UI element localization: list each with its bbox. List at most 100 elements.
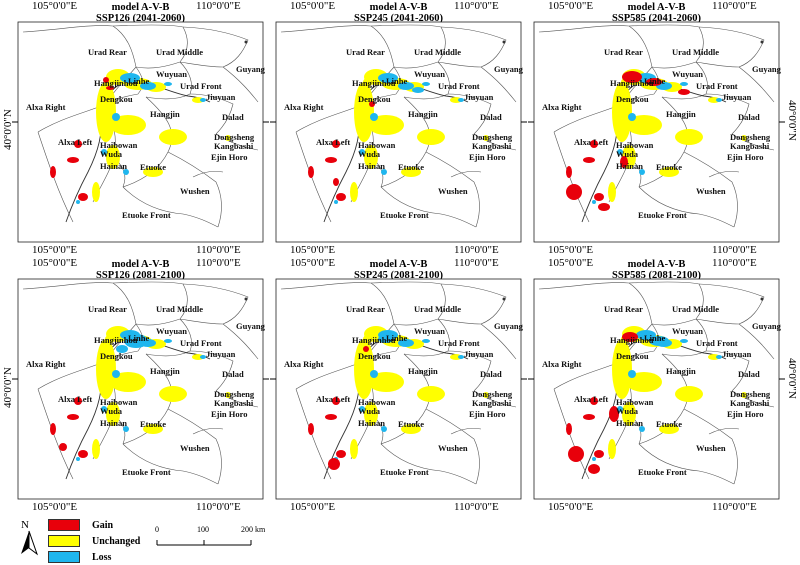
county-boundary [122,96,173,188]
place-label-urad-front: Urad Front [438,338,480,348]
loss-area [120,73,140,83]
lon-label-top: 105°0'0"E [548,257,594,269]
place-label-alxa-left: Alxa Left [58,137,92,147]
place-label-dongsheng: Dongsheng [472,389,513,399]
gain-area [646,78,662,86]
unchanged-area [350,182,358,202]
loss-area [422,339,430,343]
lat-label: 40°0'0"N [2,367,14,408]
unchanged-area [225,135,231,141]
loss-area [123,426,129,432]
gain-area [369,101,375,107]
place-label-ejin-horo: Ejin Horo [469,409,505,419]
place-label-wuyuan: Wuyuan [672,326,703,336]
unchanged-area [363,78,373,86]
county-boundary [437,26,507,68]
place-label-jiuyuan: Jiuyuan [722,349,752,359]
place-label-jiuyuan: Jiuyuan [722,92,752,102]
place-label-etuoke: Etuoke [656,162,682,172]
place-label-wuyuan: Wuyuan [156,69,187,79]
gain-area [678,89,690,95]
unchanged-area [92,182,100,202]
scale-label-100: 100 [197,525,209,534]
place-label-alxa-right: Alxa Right [284,359,324,369]
place-label-wuda: Wuda [616,149,639,159]
panel-scenario: SSP585 (2041-2060) [612,13,701,24]
lon-label-bottom: 110°0'0"E [454,501,499,513]
panel-model: model A-V-B [369,259,428,270]
place-label-alxa-left: Alxa Left [316,137,350,147]
place-label-guyang: Guyang [494,321,524,331]
loss-area [458,98,464,102]
map-panel-1: model A-V-B SSP126 (2041-2060) Urad Rear… [12,0,269,258]
county-boundary [473,390,517,408]
loss-area [101,149,107,155]
lon-label-top: 105°0'0"E [290,257,336,269]
county-boundary [538,25,653,133]
panel-model: model A-V-B [111,2,170,13]
county-boundary [380,96,431,188]
loss-area [649,336,669,346]
lon-label-top: 110°0'0"E [196,257,241,269]
unchanged-area [608,439,616,459]
county-boundary [122,186,219,228]
map-svg: Urad Rear Urad Middle Urad Front Guyang Jiuy… [528,21,785,243]
unchanged-area [364,402,378,426]
map-panel-5: model A-V-B SSP245 (2081-2100) Urad Rear… [270,257,527,515]
lat-label: 40°0'0"N [786,358,798,399]
lon-label-top: 105°0'0"E [548,0,594,12]
place-label-urad-middle: Urad Middle [414,47,461,57]
gain-area [336,193,346,201]
gain-area [590,397,598,405]
place-label-urad-front: Urad Front [696,81,738,91]
unchanged-area [96,339,116,399]
unchanged-area [659,424,679,434]
gain-area [566,184,582,200]
county-boundary [122,443,219,485]
place-label-dongsheng: Dongsheng [730,132,771,142]
place-label-dongsheng: Dongsheng [214,132,255,142]
place-label-urad-rear: Urad Rear [88,47,127,57]
panel-model: model A-V-B [111,259,170,270]
place-label-dongsheng: Dongsheng [472,132,513,142]
loss-area [398,82,414,90]
county-boundary [731,133,775,151]
loss-area [639,169,645,175]
marker-dot [760,40,764,44]
gain-area [622,332,638,342]
map-svg: Urad Rear Urad Middle Urad Front Guyang Jiuy… [12,278,269,500]
marker-dot [760,297,764,301]
place-label-haibowan: Haibowan [616,140,654,150]
place-label-alxa-left: Alxa Left [316,394,350,404]
place-label-hangjin: Hangjin [666,366,696,376]
place-label-urad-middle: Urad Middle [156,47,203,57]
unchanged-area [364,145,378,169]
county-boundary [167,408,222,485]
loss-swatch [48,551,80,563]
place-label-hangjinhou: Hangjinhou [610,78,654,88]
place-label-hangjin: Hangjin [150,109,180,119]
loss-area [617,149,623,155]
place-label-urad-front: Urad Front [696,338,738,348]
place-label-hangjinhou: Hangjinhou [610,335,654,345]
county-boundary [363,323,402,362]
county-boundary [683,408,738,485]
place-label-dengkou: Dengkou [358,94,391,104]
lon-label-top: 105°0'0"E [32,0,78,12]
place-label-dengkou: Dengkou [616,351,649,361]
loss-area [200,98,206,102]
place-label-etuoke: Etuoke [140,419,166,429]
place-label-ejin-horo: Ejin Horo [727,152,763,162]
place-label-hainan: Hainan [100,418,127,428]
map-svg: Urad Rear Urad Middle Urad Front Guyang Jiuy… [528,278,785,500]
place-label-haibowan: Haibowan [358,397,396,407]
unchanged-area [143,167,163,177]
county-boundary [112,24,188,69]
gain-area [583,157,595,163]
place-label-wuda: Wuda [616,406,639,416]
loss-area [639,426,645,432]
unchanged-area [401,424,421,434]
place-label-dalad: Dalad [222,369,244,379]
place-label-urad-front: Urad Front [180,81,222,91]
place-label-alxa-left: Alxa Left [574,137,608,147]
